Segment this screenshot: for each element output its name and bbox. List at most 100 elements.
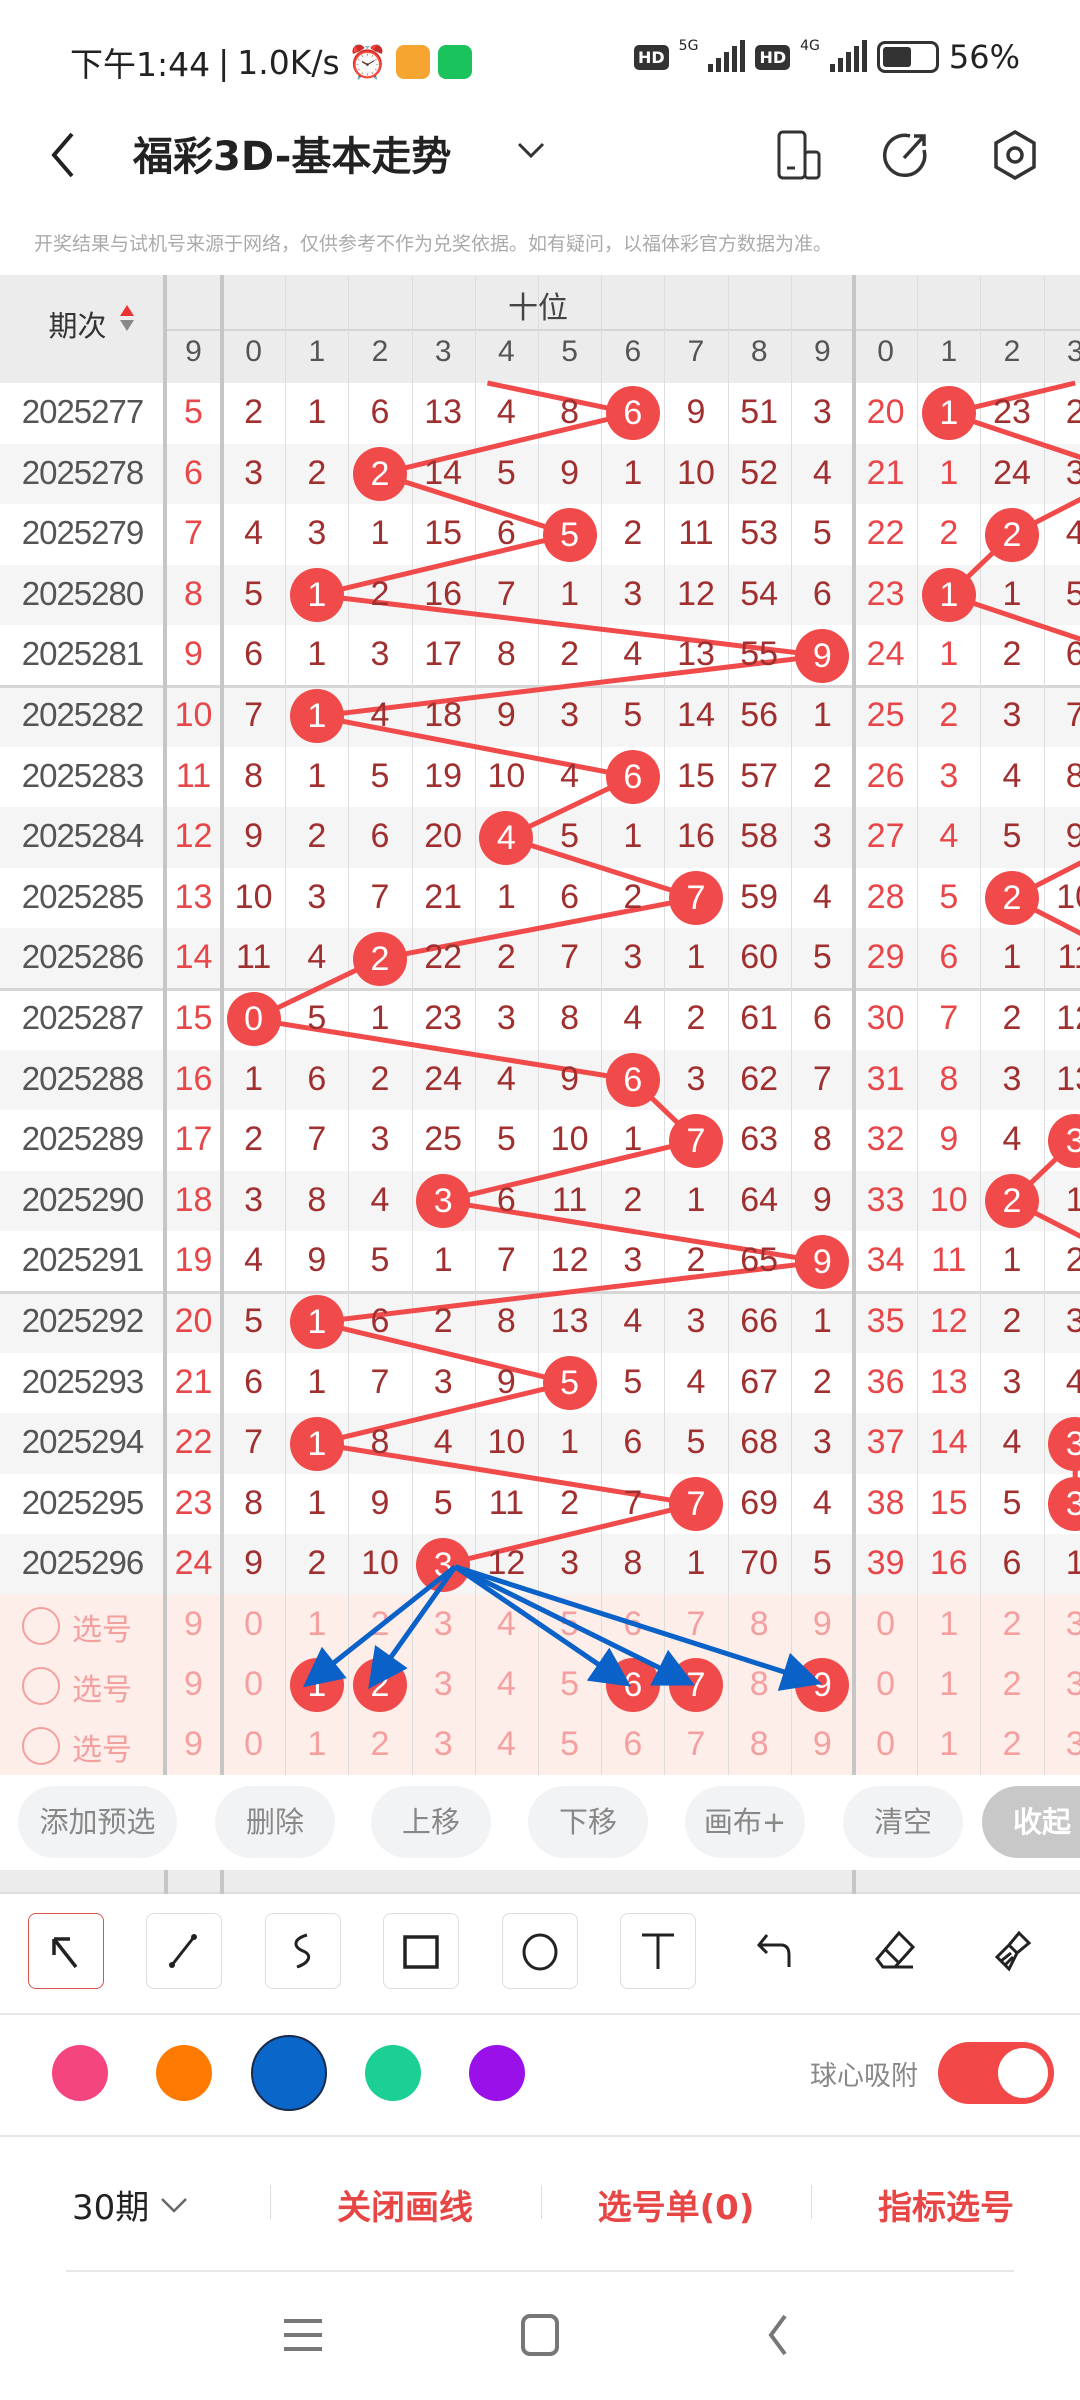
select-number[interactable]: 9 (184, 1605, 203, 1643)
select-number[interactable]: 8 (749, 1725, 769, 1763)
select-number[interactable]: 1 (307, 1605, 327, 1643)
select-number[interactable]: 6 (623, 1725, 643, 1763)
select-number[interactable]: 0 (876, 1725, 896, 1763)
select-number[interactable]: 7 (686, 1605, 706, 1643)
select-number[interactable]: 3 (433, 1605, 453, 1643)
clear-brush-button[interactable] (975, 1913, 1051, 1989)
winning-ball[interactable]: 2 (353, 446, 407, 501)
arrow-annotation[interactable] (368, 1565, 458, 1690)
select-number[interactable]: 2 (1002, 1725, 1022, 1763)
color-swatch[interactable] (251, 2035, 327, 2111)
select-number[interactable]: 0 (244, 1665, 264, 1703)
action-button[interactable]: 画布+ (685, 1786, 805, 1858)
snap-toggle[interactable] (938, 2042, 1054, 2104)
color-swatch[interactable] (365, 2045, 421, 2101)
select-number[interactable]: 3 (1065, 1605, 1080, 1643)
winning-ball[interactable]: 1 (289, 1295, 344, 1350)
home-icon[interactable] (520, 2313, 560, 2357)
settings-icon[interactable] (990, 128, 1040, 184)
winning-ball[interactable]: 2 (985, 871, 1039, 926)
select-number[interactable]: 9 (812, 1725, 832, 1763)
winning-ball[interactable]: 6 (605, 1052, 660, 1107)
winning-ball[interactable]: 1 (921, 568, 976, 623)
back-icon[interactable] (765, 2313, 791, 2357)
color-swatch[interactable] (52, 2045, 108, 2101)
select-number[interactable]: 1 (939, 1665, 959, 1703)
close-lines-button[interactable]: 关闭画线 (337, 2188, 473, 2228)
winning-ball[interactable]: 4 (479, 810, 534, 865)
line-tool-button[interactable] (146, 1913, 222, 1989)
select-number[interactable]: 3 (1065, 1725, 1080, 1763)
winning-ball[interactable]: 1 (921, 386, 976, 441)
action-button[interactable]: 下移 (528, 1786, 648, 1858)
device-icon[interactable] (775, 128, 823, 184)
select-number[interactable]: 9 (184, 1665, 203, 1703)
winning-ball[interactable]: 5 (542, 1355, 597, 1410)
color-swatch[interactable] (469, 2045, 525, 2101)
winning-ball[interactable]: 7 (669, 871, 723, 926)
action-button[interactable]: 添加预选 (18, 1786, 177, 1858)
winning-ball[interactable]: 1 (289, 1416, 344, 1471)
select-number[interactable]: 7 (686, 1725, 706, 1763)
select-radio[interactable] (22, 1607, 60, 1645)
winning-ball[interactable]: 2 (985, 507, 1039, 562)
action-button[interactable]: 收起 (982, 1786, 1080, 1858)
select-number[interactable]: 5 (560, 1665, 580, 1703)
winning-ball[interactable]: 3 (1048, 1416, 1080, 1471)
arrow-annotation[interactable] (454, 1564, 822, 1691)
select-number[interactable]: 3 (433, 1665, 453, 1703)
indicator-button[interactable]: 指标选号 (878, 2188, 1014, 2228)
select-number[interactable]: 1 (939, 1725, 959, 1763)
select-number[interactable]: 3 (433, 1725, 453, 1763)
winning-ball[interactable]: 2 (353, 931, 407, 986)
winning-ball[interactable]: 3 (1048, 1477, 1080, 1532)
color-swatch[interactable] (156, 2045, 212, 2101)
period-header[interactable]: 期次 (48, 311, 107, 343)
sort-icon[interactable] (120, 305, 134, 316)
select-number[interactable]: 1 (307, 1725, 327, 1763)
select-radio[interactable] (22, 1667, 60, 1705)
arrow-annotation[interactable] (454, 1564, 695, 1686)
select-number[interactable]: 9 (812, 1605, 832, 1643)
ticket-button[interactable]: 选号单(0) (597, 2188, 755, 2228)
select-number[interactable]: 5 (560, 1725, 580, 1763)
winning-ball[interactable]: 9 (795, 628, 850, 683)
select-label[interactable]: 选号 (72, 1734, 132, 1767)
winning-ball[interactable]: 2 (985, 1174, 1039, 1229)
trend-table[interactable]: 期次 十位 9 0 1 2 3 4 5 6 7 8 9 0 1 2 3 2025277 5 2 1 6 13 4 8 6 9 51 3 2… (0, 275, 1080, 1775)
select-number[interactable]: 8 (749, 1605, 769, 1643)
winning-ball[interactable]: 6 (605, 386, 660, 441)
select-number[interactable]: 1 (939, 1605, 959, 1643)
arrow-tool-button[interactable] (28, 1913, 104, 1989)
select-number[interactable]: 8 (749, 1665, 769, 1703)
winning-ball[interactable]: 3 (1048, 1113, 1080, 1168)
select-number[interactable]: 2 (370, 1725, 390, 1763)
menu-icon[interactable] (282, 2315, 324, 2355)
sort-icon-down[interactable] (120, 320, 134, 331)
select-number[interactable]: 0 (876, 1605, 896, 1643)
select-label[interactable]: 选号 (72, 1614, 132, 1647)
action-button[interactable]: 清空 (843, 1786, 963, 1858)
select-number[interactable]: 2 (1002, 1665, 1022, 1703)
rectangle-tool-button[interactable] (383, 1913, 459, 1989)
winning-ball[interactable]: 1 (289, 568, 344, 623)
select-number[interactable]: 3 (1065, 1665, 1080, 1703)
winning-ball[interactable]: 3 (416, 1174, 471, 1229)
undo-button[interactable] (739, 1913, 815, 1989)
select-number[interactable]: 9 (184, 1725, 203, 1763)
chevron-down-icon[interactable] (516, 140, 546, 160)
select-number[interactable]: 4 (496, 1725, 516, 1763)
period-select[interactable]: 30期 (72, 2180, 189, 2229)
select-number[interactable]: 2 (1002, 1605, 1022, 1643)
select-number[interactable]: 0 (876, 1665, 896, 1703)
arrow-annotation[interactable] (302, 1564, 457, 1688)
select-radio[interactable] (22, 1727, 60, 1765)
curve-tool-button[interactable] (265, 1913, 341, 1989)
back-icon[interactable] (48, 130, 78, 180)
select-number[interactable]: 0 (244, 1605, 264, 1643)
winning-ball[interactable]: 7 (669, 1113, 723, 1168)
winning-ball[interactable]: 0 (226, 992, 281, 1047)
eraser-button[interactable] (857, 1913, 933, 1989)
arrow-annotation[interactable] (453, 1564, 632, 1687)
select-number[interactable]: 4 (496, 1605, 516, 1643)
